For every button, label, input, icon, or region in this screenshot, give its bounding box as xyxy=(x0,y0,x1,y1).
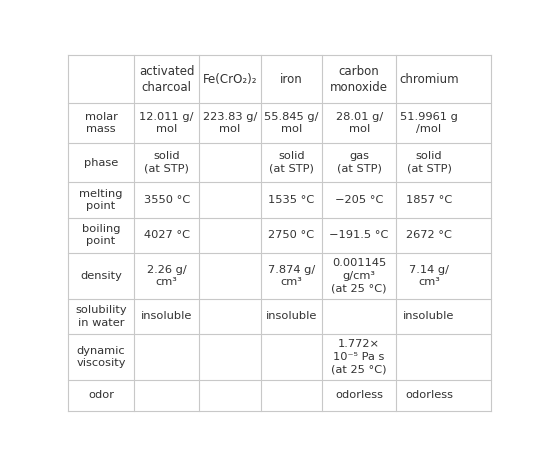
Text: 2750 °C: 2750 °C xyxy=(269,230,314,240)
Text: melting
point: melting point xyxy=(79,189,123,211)
Text: carbon
monoxide: carbon monoxide xyxy=(330,65,388,94)
Text: Fe(CrO₂)₂: Fe(CrO₂)₂ xyxy=(203,73,257,86)
Text: 223.83 g/
mol: 223.83 g/ mol xyxy=(203,112,257,134)
Text: 2672 °C: 2672 °C xyxy=(406,230,452,240)
Text: 1857 °C: 1857 °C xyxy=(406,195,452,205)
Text: 3550 °C: 3550 °C xyxy=(144,195,190,205)
Text: 51.9961 g
/mol: 51.9961 g /mol xyxy=(400,112,458,134)
Text: 12.011 g/
mol: 12.011 g/ mol xyxy=(139,112,194,134)
Text: 4027 °C: 4027 °C xyxy=(144,230,189,240)
Text: gas
(at STP): gas (at STP) xyxy=(337,152,382,174)
Text: molar
mass: molar mass xyxy=(85,112,117,134)
Text: 1.772×
10⁻⁵ Pa s
(at 25 °C): 1.772× 10⁻⁵ Pa s (at 25 °C) xyxy=(331,340,387,374)
Text: odor: odor xyxy=(88,390,114,401)
Text: 1535 °C: 1535 °C xyxy=(268,195,314,205)
Text: iron: iron xyxy=(280,73,303,86)
Text: boiling
point: boiling point xyxy=(82,224,120,246)
Text: solubility
in water: solubility in water xyxy=(75,305,127,328)
Text: density: density xyxy=(80,271,122,281)
Text: dynamic
viscosity: dynamic viscosity xyxy=(76,346,126,368)
Text: −191.5 °C: −191.5 °C xyxy=(329,230,389,240)
Text: 0.001145
g/cm³
(at 25 °C): 0.001145 g/cm³ (at 25 °C) xyxy=(331,258,387,293)
Text: 2.26 g/
cm³: 2.26 g/ cm³ xyxy=(147,265,187,287)
Text: solid
(at STP): solid (at STP) xyxy=(269,152,314,174)
Text: odorless: odorless xyxy=(405,390,453,401)
Text: activated
charcoal: activated charcoal xyxy=(139,65,194,94)
Text: −205 °C: −205 °C xyxy=(335,195,383,205)
Text: 28.01 g/
mol: 28.01 g/ mol xyxy=(336,112,383,134)
Text: chromium: chromium xyxy=(399,73,459,86)
Text: solid
(at STP): solid (at STP) xyxy=(407,152,452,174)
Text: 7.874 g/
cm³: 7.874 g/ cm³ xyxy=(268,265,315,287)
Text: 7.14 g/
cm³: 7.14 g/ cm³ xyxy=(409,265,449,287)
Text: solid
(at STP): solid (at STP) xyxy=(144,152,189,174)
Text: 55.845 g/
mol: 55.845 g/ mol xyxy=(264,112,319,134)
Text: phase: phase xyxy=(84,158,118,168)
Text: insoluble: insoluble xyxy=(141,311,192,321)
Text: insoluble: insoluble xyxy=(403,311,455,321)
Text: odorless: odorless xyxy=(335,390,383,401)
Text: insoluble: insoluble xyxy=(266,311,317,321)
